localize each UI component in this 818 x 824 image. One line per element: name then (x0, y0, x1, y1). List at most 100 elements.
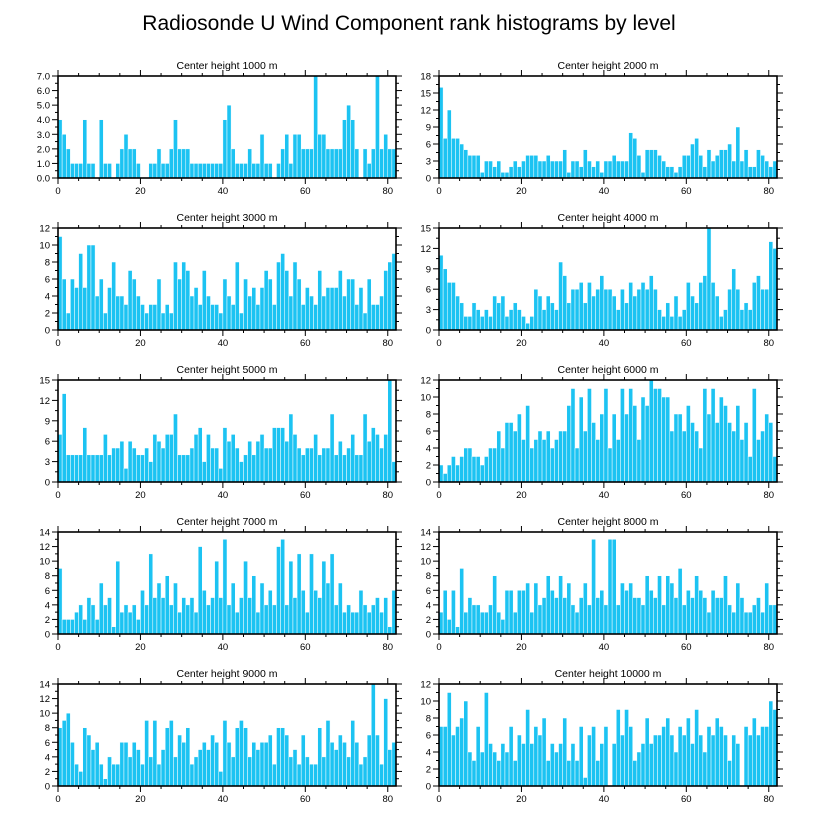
bar (492, 751, 497, 787)
bar (107, 756, 112, 787)
bar (644, 288, 650, 331)
bar (467, 155, 473, 179)
bar (475, 604, 481, 635)
bar (710, 388, 716, 483)
bar (504, 316, 510, 331)
bar (554, 160, 559, 179)
y-tick-label: 12 (39, 224, 50, 235)
bar (521, 316, 526, 331)
bar (70, 163, 75, 179)
bar (496, 760, 502, 787)
panel-title: Center height 5000 m (177, 364, 278, 376)
bar (752, 717, 757, 787)
bar (714, 295, 720, 331)
bar (653, 288, 658, 331)
bar (698, 447, 704, 483)
bar (243, 163, 248, 179)
bar (202, 590, 207, 635)
bar (329, 287, 335, 331)
bar (747, 166, 753, 179)
bar (702, 275, 708, 331)
bar (300, 304, 306, 331)
bar (587, 388, 592, 483)
bar (583, 777, 588, 787)
bar (169, 434, 174, 483)
bar (189, 163, 195, 179)
bar (484, 160, 489, 179)
y-tick-label: 12 (39, 694, 50, 705)
bar (333, 148, 339, 179)
bar (752, 282, 757, 331)
bar (197, 304, 203, 331)
bar (202, 163, 207, 179)
bar (214, 304, 220, 331)
bar (550, 447, 555, 483)
bar (686, 155, 691, 179)
bar (239, 312, 244, 331)
bar (379, 611, 384, 635)
y-tick-label: 15 (420, 224, 431, 235)
y-tick-label: 12 (420, 244, 431, 255)
bars (438, 227, 778, 331)
bar (496, 302, 502, 331)
bar (272, 604, 277, 635)
bar (123, 304, 129, 331)
bar (714, 422, 720, 483)
bar (321, 134, 327, 179)
bar (136, 295, 141, 331)
bar (550, 160, 555, 179)
bar (442, 726, 448, 787)
bar (263, 163, 269, 179)
bar (230, 582, 236, 635)
bar (383, 597, 389, 635)
bar (197, 749, 203, 787)
bar (387, 148, 393, 179)
bar (362, 413, 368, 483)
bar (226, 104, 232, 179)
bar (305, 447, 310, 483)
bar (574, 611, 580, 635)
bar (459, 568, 464, 635)
bar (333, 749, 339, 787)
bar (152, 434, 158, 483)
bar (764, 726, 770, 787)
bar (504, 422, 510, 483)
bar (446, 464, 452, 483)
bar (107, 454, 112, 483)
bar (723, 734, 728, 787)
x-tick-label: 0 (55, 338, 60, 349)
bar (329, 413, 335, 483)
bar (111, 447, 116, 483)
bar (313, 763, 318, 787)
y-tick-label: 18 (420, 72, 431, 83)
bar (521, 590, 526, 635)
bar (451, 734, 456, 787)
bar (383, 434, 389, 483)
y-tick-label: 8 (45, 723, 50, 734)
bar (185, 148, 191, 179)
bar (607, 160, 613, 179)
bar (591, 295, 596, 331)
x-tick-label: 20 (135, 794, 146, 805)
bar (686, 282, 691, 331)
bar (710, 160, 716, 179)
bar (156, 582, 162, 635)
bar (98, 763, 104, 787)
bar (259, 742, 265, 787)
bar (300, 454, 306, 483)
bar (521, 439, 526, 483)
bar (442, 590, 448, 635)
bar (558, 575, 563, 635)
bar (719, 149, 724, 179)
bar (661, 604, 666, 635)
bar (309, 148, 314, 179)
bar (317, 454, 323, 483)
bar (673, 295, 679, 331)
bar (206, 163, 211, 179)
bar (525, 405, 530, 483)
bar (562, 597, 568, 635)
bar (508, 309, 514, 331)
bar (375, 434, 380, 483)
bar (446, 619, 452, 635)
bar (169, 720, 174, 787)
